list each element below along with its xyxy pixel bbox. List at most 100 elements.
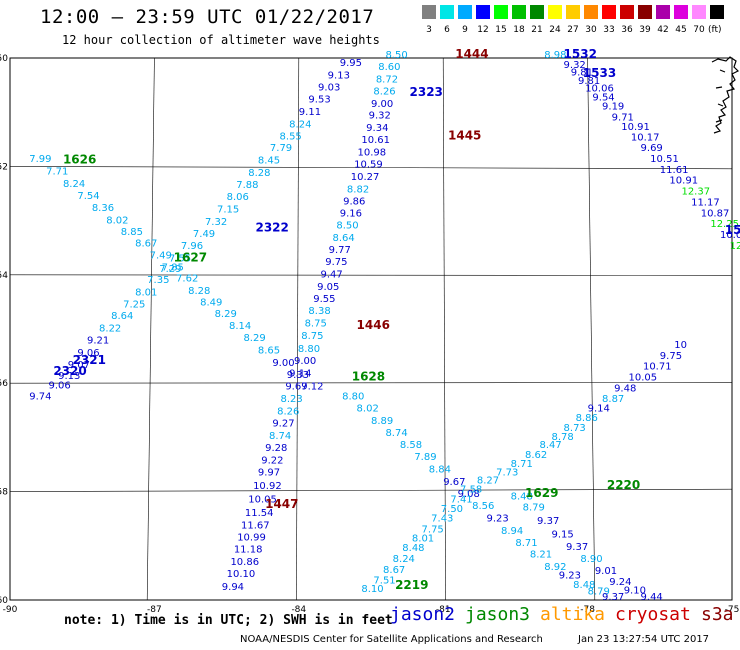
wave-height-value: 9.37 [566, 542, 588, 553]
coastline [711, 56, 740, 134]
meridian-line [442, 57, 446, 601]
wave-height-value: 10.51 [650, 154, 679, 165]
colorbar-swatch [458, 5, 472, 19]
wave-height-value: 8.74 [269, 431, 291, 442]
wave-height-value: 10.91 [669, 176, 698, 187]
wave-height-value: 8.64 [332, 233, 354, 244]
wave-height-value: 8.14 [229, 321, 251, 332]
colorbar-label: 24 [549, 25, 561, 35]
wave-height-value: 11.61 [660, 165, 689, 176]
longitude-tick-label: -84 [291, 605, 306, 615]
wave-height-value: 7.85 [162, 262, 184, 273]
wave-height-value: 8.79 [523, 503, 545, 514]
wave-height-value: 8.94 [501, 526, 523, 537]
colorbar-label: 33 [603, 25, 615, 35]
wave-height-value: 7.62 [176, 273, 198, 284]
pass-label: 2219 [395, 578, 428, 592]
wave-height-value: 10 [674, 340, 687, 351]
colorbar-swatch [602, 5, 616, 19]
wave-height-value: 8.92 [544, 562, 566, 573]
wave-height-value: 9.23 [487, 513, 509, 524]
meridian-line [146, 57, 155, 601]
colorbar-swatch [638, 5, 652, 19]
wave-height-value: 9.12 [301, 382, 323, 393]
wave-height-value: 8.60 [378, 62, 400, 73]
colorbar-swatch [512, 5, 526, 19]
wave-height-value: 8.71 [515, 538, 537, 549]
wave-height-value: 9.13 [328, 71, 350, 82]
wave-height-value: 8.79 [588, 587, 610, 598]
wave-height-value: 9.55 [313, 294, 335, 305]
colorbar-label: 36 [621, 25, 633, 35]
colorbar-swatch [584, 5, 598, 19]
colorbar-label: 21 [531, 25, 543, 35]
wave-height-value: 9.47 [320, 270, 342, 281]
satellite-track: 8.989.329.819.8110.069.549.199.7110.9110… [544, 50, 740, 252]
colorbar-swatch [476, 5, 490, 19]
wave-height-value: 9.15 [552, 530, 574, 541]
pass-label: 153 [725, 223, 740, 237]
pass-label: 2320 [53, 364, 86, 378]
wave-height-value: 8.75 [301, 331, 323, 342]
colorbar-label: 42 [657, 25, 669, 35]
wave-height-value: 8.80 [342, 391, 364, 402]
colorbar-label: 39 [639, 25, 651, 35]
wave-height-value: 7.89 [414, 452, 436, 463]
wave-height-value: 10.06 [585, 84, 614, 95]
wave-height-value: 7.54 [77, 191, 99, 202]
pass-label: 1447 [265, 497, 298, 511]
wave-height-value: 11.18 [234, 544, 263, 555]
wave-height-value: 9.19 [602, 101, 624, 112]
wave-height-value: 7.35 [147, 275, 169, 286]
wave-height-value: 8.02 [106, 215, 128, 226]
colorbar-swatch [710, 5, 724, 19]
wave-height-value: 12.37 [681, 187, 710, 198]
credit-line: NOAA/NESDIS Center for Satellite Applica… [240, 634, 543, 645]
wave-height-value: 9.05 [317, 282, 339, 293]
colorbar-swatch [674, 5, 688, 19]
colorbar-swatch [656, 5, 670, 19]
wave-height-value: 8.01 [135, 287, 157, 298]
wave-height-value: 10.05 [248, 494, 277, 505]
wave-height-value: 7.58 [460, 485, 482, 496]
wave-height-value: 10.86 [230, 557, 259, 568]
wave-height-value: 9.11 [299, 107, 321, 118]
colorbar-swatch [440, 5, 454, 19]
wave-height-value: 8.26 [373, 86, 395, 97]
legend-item-s3a: s3a [701, 604, 734, 625]
wave-height-value: 7.49 [193, 229, 215, 240]
legend-item-jason3: jason3 [465, 604, 531, 625]
wave-height-value: 10.00 [720, 230, 740, 241]
wave-height-value: 7.41 [450, 494, 472, 505]
wave-height-value: 7.25 [123, 299, 145, 310]
wave-height-value: 8.56 [472, 501, 494, 512]
wave-height-value: 9.97 [258, 467, 280, 478]
wave-height-value: 8.80 [298, 344, 320, 355]
wave-height-value: 7.50 [441, 504, 463, 515]
wave-height-value: 9.22 [261, 455, 283, 466]
wave-height-value: 9.53 [308, 94, 330, 105]
wave-height-value: 10.87 [701, 208, 730, 219]
wave-height-value: 9.74 [29, 391, 51, 402]
pass-label: 1629 [525, 486, 558, 500]
wave-height-value: 8.24 [63, 179, 85, 190]
wave-height-value: 10.17 [631, 132, 660, 143]
wave-height-value: 7.75 [422, 524, 444, 535]
colorbar-swatch [530, 5, 544, 19]
figure-subtitle: 12 hour collection of altimeter wave hei… [62, 33, 380, 47]
wave-height-value: 9.13 [58, 371, 80, 382]
longitude-tick-label: -75 [725, 605, 740, 615]
wave-height-value: 9.37 [602, 592, 624, 603]
wave-height-value: 9.67 [443, 477, 465, 488]
wave-height-value: 8.26 [277, 407, 299, 418]
wave-height-value: 10.99 [237, 532, 266, 543]
wave-height-value: 9.01 [595, 566, 617, 577]
wave-height-value: 9.03 [318, 83, 340, 94]
wave-height-value: 10.05 [629, 372, 658, 383]
wave-height-value: 10.92 [253, 481, 282, 492]
satellite-track: 8.488.799.379.159.378.909.019.249.109.44 [511, 492, 663, 603]
wave-height-value: 8.27 [477, 475, 499, 486]
wave-height-value: 9.16 [340, 208, 362, 219]
wave-height-value: 8.62 [525, 450, 547, 461]
